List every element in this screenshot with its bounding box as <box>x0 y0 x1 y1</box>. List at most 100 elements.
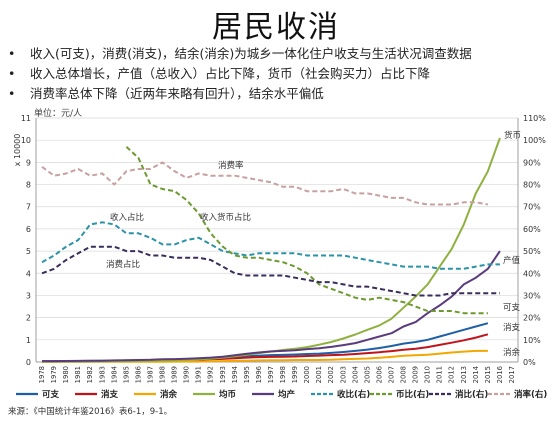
annotation-label: 产值 <box>503 255 521 266</box>
x-tick-label: 2008 <box>400 366 408 383</box>
x-tick-label: 2014 <box>472 366 480 383</box>
series-line <box>125 146 488 315</box>
annotation-label: 可支 <box>503 302 521 313</box>
x-tick-label: 1982 <box>86 366 94 383</box>
x-tick-label: 2002 <box>327 366 335 383</box>
y-tick-label: 10 <box>21 136 31 145</box>
annotation-label: 消支 <box>503 322 521 333</box>
x-tick-label: 1995 <box>243 366 251 383</box>
y-tick-label: 7 <box>26 203 31 212</box>
series-line <box>41 333 489 363</box>
x-tick-label: 2011 <box>436 366 444 383</box>
annotation-label: 消费率 <box>218 160 244 171</box>
y2-tick-label: 0% <box>523 358 536 367</box>
x-tick-label: 2001 <box>315 366 323 383</box>
y-tick-label: 6 <box>26 225 31 234</box>
bullet-item: • 收入(可支)，消费(消支)，结余(消余)为城乡一体化住户收支与生活状况调查数据 <box>8 46 472 61</box>
x-tick-label: 1997 <box>267 366 275 383</box>
x-tick-label: 1987 <box>146 366 154 383</box>
bullet-list: • 收入(可支)，消费(消支)，结余(消余)为城乡一体化住户收支与生活状况调查数据… <box>8 44 548 104</box>
y-tick-label: 9 <box>26 158 31 167</box>
legend-label: 消率(右) <box>514 389 547 400</box>
y2-tick-label: 70% <box>523 203 541 212</box>
x-tick-label: 1985 <box>122 366 130 383</box>
y-tick-label: 1 <box>26 336 31 345</box>
x-tick-label: 1996 <box>255 366 263 383</box>
x-tick-label: 2006 <box>375 366 383 383</box>
y2-tick-label: 110% <box>523 114 546 123</box>
bullet-item: • 收入总体增长，产值（总收入）占比下降，货币（社会购买力）占比下降 <box>8 66 431 81</box>
series-line <box>42 137 501 363</box>
x-tick-label: 1989 <box>171 366 179 383</box>
unit-label: 单位：元/人 <box>34 109 83 119</box>
y2-tick-label: 90% <box>523 158 541 167</box>
x-tick-label: 1984 <box>110 366 118 383</box>
annotation-label: 消余 <box>503 347 521 358</box>
source-note: 来源：《中国统计年鉴2016》表6-1，9-1。 <box>8 407 173 417</box>
series-line <box>42 250 501 363</box>
series-line <box>41 245 500 297</box>
legend-label: 可支 <box>42 389 60 400</box>
legend-label: 收比(右) <box>337 389 370 400</box>
y2-tick-label: 30% <box>523 291 541 300</box>
x-tick-label: 1993 <box>219 366 227 383</box>
x-tick-label: 2004 <box>351 366 359 383</box>
bullet-text: 收入(可支)，消费(消支)，结余(消余)为城乡一体化住户收支与生活状况调查数据 <box>30 46 472 61</box>
y2-tick-label: 40% <box>523 269 541 278</box>
series-line <box>41 161 489 206</box>
legend-label: 消余 <box>160 389 178 400</box>
x-tick-label: 2012 <box>448 366 456 383</box>
x-tick-label: 1983 <box>98 366 106 383</box>
x-tick-label: 2000 <box>303 366 311 383</box>
annotation-label: 收入货币占比 <box>200 212 251 223</box>
y-tick-label: 2 <box>26 314 31 323</box>
series-line <box>41 221 500 270</box>
y-tick-label: 4 <box>26 269 31 278</box>
legend-label: 币比(右) <box>396 389 429 400</box>
x-tick-label: 1981 <box>74 366 82 383</box>
x-tick-label: 2015 <box>484 366 492 383</box>
bullet-item: • 消费率总体下降（近两年来略有回升），结余水平偏低 <box>8 86 324 101</box>
y-tick-label: 11 <box>21 114 31 123</box>
x-tick-label: 1992 <box>207 366 215 383</box>
y-tick-label: 0 <box>26 358 31 367</box>
x-tick-label: 2005 <box>363 366 371 383</box>
y2-tick-label: 20% <box>523 314 541 323</box>
x-tick-label: 2009 <box>412 366 420 383</box>
y2-tick-label: 50% <box>523 247 541 256</box>
bullet-text: 收入总体增长，产值（总收入）占比下降，货币（社会购买力）占比下降 <box>30 66 431 81</box>
annotation-label: 消费占比 <box>106 259 140 270</box>
legend-label: 均币 <box>219 389 237 400</box>
x-tick-label: 2016 <box>496 366 504 383</box>
x-tick-label: 1994 <box>231 366 239 383</box>
annotation-label: 货币 <box>504 130 521 141</box>
x-tick-label: 1986 <box>134 366 142 383</box>
x-tick-label: 1978 <box>38 366 46 383</box>
annotation-label: 收入占比 <box>110 212 144 223</box>
legend-label: 消支 <box>101 389 119 400</box>
legend-label: 消比(右) <box>455 389 488 400</box>
legend-label: 均产 <box>278 389 296 400</box>
x-tick-label: 1988 <box>159 366 167 383</box>
y-tick-label: 8 <box>26 181 31 190</box>
x-tick-label: 1998 <box>279 366 287 383</box>
y2-tick-label: 60% <box>523 225 541 234</box>
page-title: 居民收消 <box>212 10 340 45</box>
x-tick-label: 2007 <box>387 366 395 383</box>
x-tick-label: 1980 <box>62 366 70 383</box>
x-tick-label: 2017 <box>508 366 516 383</box>
x-tick-label: 1979 <box>50 366 58 383</box>
x-tick-label: 2003 <box>339 366 347 383</box>
x-tick-label: 1991 <box>195 366 203 383</box>
y2-tick-label: 100% <box>523 136 546 145</box>
y-multiplier-label: x 10000 <box>13 134 22 167</box>
x-tick-label: 2013 <box>460 366 468 383</box>
y2-tick-label: 80% <box>523 181 541 190</box>
x-tick-label: 2010 <box>424 366 432 383</box>
x-tick-label: 1990 <box>183 366 191 383</box>
y2-tick-label: 10% <box>523 336 541 345</box>
bullet-text: 消费率总体下降（近两年来略有回升），结余水平偏低 <box>30 86 324 101</box>
y-tick-label: 3 <box>26 291 31 300</box>
x-tick-label: 1999 <box>291 366 299 383</box>
